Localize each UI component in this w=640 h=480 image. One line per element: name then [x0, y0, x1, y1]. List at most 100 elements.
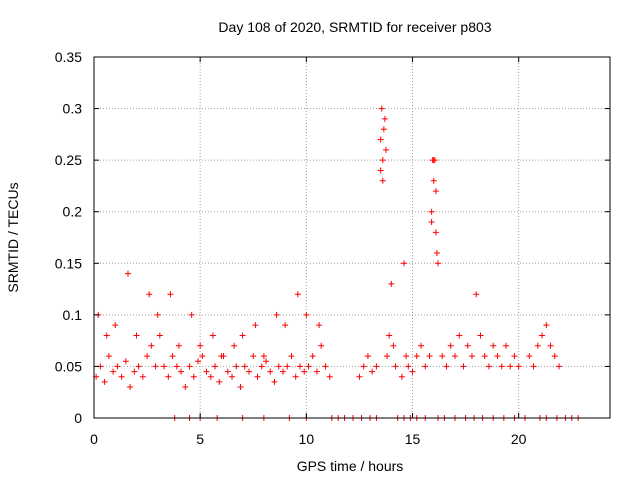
- data-point: [133, 332, 140, 339]
- y-tick-label: 0.35: [55, 49, 82, 65]
- data-point: [435, 260, 441, 267]
- y-tick-label: 0.3: [63, 101, 83, 117]
- data-point: [237, 384, 244, 391]
- data-point: [216, 378, 223, 385]
- data-point: [260, 353, 267, 360]
- data-point: [377, 136, 384, 143]
- x-axis-ticks: 0 5 10 15 20: [90, 57, 527, 447]
- data-point: [275, 363, 282, 370]
- data-point: [418, 342, 425, 349]
- data-point: [103, 332, 110, 339]
- data-point: [485, 363, 492, 370]
- data-point: [481, 353, 488, 360]
- plot-frame: [93, 56, 611, 419]
- data-point: [326, 373, 333, 380]
- data-point: [263, 358, 269, 365]
- data-point: [284, 363, 291, 370]
- data-point: [460, 363, 467, 370]
- data-point: [233, 363, 240, 370]
- data-point: [154, 311, 161, 318]
- data-point: [207, 373, 214, 380]
- data-point: [534, 342, 541, 349]
- data-point: [139, 373, 146, 380]
- data-point: [473, 291, 480, 298]
- data-point: [422, 363, 429, 370]
- data-point: [539, 332, 546, 339]
- data-point: [231, 342, 238, 349]
- data-point: [382, 146, 389, 153]
- data-point: [267, 368, 274, 375]
- data-point: [377, 167, 384, 174]
- data-point: [433, 249, 440, 256]
- data-point: [292, 373, 299, 380]
- data-point: [258, 363, 265, 370]
- data-point: [152, 363, 159, 370]
- data-point: [443, 363, 450, 370]
- data-point: [401, 260, 408, 267]
- data-point: [195, 358, 202, 365]
- data-point: [252, 322, 259, 329]
- data-point: [530, 363, 537, 370]
- data-point: [288, 353, 295, 360]
- y-tick-label: 0.15: [55, 255, 82, 271]
- data-point: [229, 373, 236, 380]
- data-point: [271, 378, 278, 385]
- x-axis-label: GPS time / hours: [297, 458, 404, 474]
- data-point: [112, 322, 119, 329]
- data-point: [296, 363, 303, 370]
- data-point: [105, 353, 112, 360]
- y-tick-label: 0.1: [63, 307, 83, 323]
- data-point: [498, 363, 505, 370]
- data-point: [398, 373, 405, 380]
- data-point: [378, 105, 385, 112]
- data-point: [502, 342, 509, 349]
- x-tick-label: 20: [511, 431, 527, 447]
- data-point: [526, 353, 533, 360]
- data-point: [254, 373, 261, 380]
- grid-lines: [94, 57, 610, 418]
- data-point: [148, 342, 155, 349]
- data-point: [309, 353, 316, 360]
- data-point: [212, 363, 219, 370]
- data-point: [190, 373, 197, 380]
- data-point: [224, 368, 231, 375]
- data-point: [144, 353, 151, 360]
- x-tick-label: 10: [299, 431, 315, 447]
- data-point: [468, 353, 475, 360]
- data-point: [428, 208, 435, 215]
- data-point: [188, 311, 195, 318]
- data-point: [218, 353, 225, 360]
- data-point: [373, 363, 380, 370]
- data-point: [388, 280, 395, 287]
- data-point: [110, 368, 117, 375]
- data-point: [209, 332, 216, 339]
- data-point: [127, 384, 134, 391]
- y-axis-label: SRMTID / TECUs: [5, 182, 21, 292]
- data-point: [318, 342, 325, 349]
- data-point: [118, 373, 125, 380]
- data-point: [386, 332, 393, 339]
- data-point: [203, 368, 210, 375]
- data-point: [477, 332, 484, 339]
- data-point: [186, 363, 193, 370]
- data-point: [316, 322, 323, 329]
- data-point: [405, 363, 412, 370]
- data-point: [282, 322, 289, 329]
- data-point: [547, 342, 554, 349]
- data-point: [369, 368, 376, 375]
- data-point: [294, 291, 301, 298]
- data-point: [173, 363, 180, 370]
- y-axis-ticks: 0 0.05 0.1 0.15 0.2 0.25 0.3 0.35: [55, 49, 610, 426]
- data-point: [456, 332, 463, 339]
- data-point: [178, 368, 185, 375]
- data-point: [431, 157, 438, 164]
- data-point: [279, 368, 286, 375]
- x-tick-label: 15: [405, 431, 421, 447]
- data-point: [432, 229, 439, 236]
- y-tick-label: 0: [74, 410, 82, 426]
- data-point: [131, 368, 138, 375]
- y-tick-label: 0.05: [55, 358, 82, 374]
- data-point: [322, 363, 329, 370]
- data-point: [543, 322, 550, 329]
- data-point: [490, 342, 497, 349]
